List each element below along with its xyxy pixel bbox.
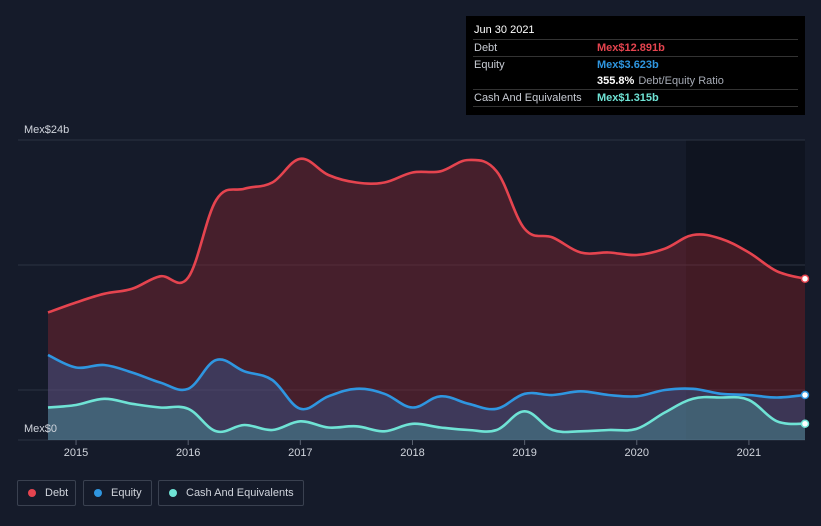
equity-legend-dot-icon xyxy=(94,488,102,497)
series-lines xyxy=(47,157,806,434)
x-tick-label-2020: 2020 xyxy=(625,447,649,459)
tooltip-equity-label: Equity xyxy=(474,59,505,71)
debt-legend-dot-icon xyxy=(28,488,36,497)
tooltip-debt-value: Mex$12.891b xyxy=(597,42,665,54)
x-tick-label-2015: 2015 xyxy=(64,447,88,459)
x-tick-label-2019: 2019 xyxy=(512,447,536,459)
equity-end-marker xyxy=(800,390,810,400)
series-areas xyxy=(48,158,805,441)
tooltip-date: Jun 30 2021 xyxy=(473,22,798,40)
cash-end-marker xyxy=(800,419,810,428)
legend-equity-label: Equity xyxy=(111,487,142,499)
legend-debt-label: Debt xyxy=(45,487,69,499)
debt-area xyxy=(48,158,805,441)
tooltip-ratio-label: Debt/Equity Ratio xyxy=(638,75,724,87)
tooltip-ratio-value: 355.8% xyxy=(597,75,635,87)
tooltip-equity-value: Mex$3.623b xyxy=(597,59,659,71)
legend-item-cash[interactable]: Cash And Equivalents xyxy=(158,480,304,506)
equity-line xyxy=(47,353,806,411)
legend-item-debt[interactable]: Debt xyxy=(17,480,76,506)
tooltip-cash-label: Cash And Equivalents xyxy=(474,92,582,104)
x-tick-label-2021: 2021 xyxy=(737,447,761,459)
debt-end-marker xyxy=(800,274,810,283)
tooltip-cash-row: Cash And Equivalents Mex$1.315b xyxy=(473,90,798,107)
tooltip-debt-label: Debt xyxy=(474,42,498,54)
legend-cash-label: Cash And Equivalents xyxy=(186,487,294,499)
cash-legend-dot-icon xyxy=(169,488,177,497)
tooltip-debt-row: Debt Mex$12.891b xyxy=(473,40,798,57)
y-axis-max-label: Mex$24b xyxy=(24,124,69,136)
x-tick-label-2018: 2018 xyxy=(400,447,424,459)
equity-area xyxy=(48,355,805,440)
legend-item-equity[interactable]: Equity xyxy=(83,480,152,506)
tooltip-ratio-row: 355.8% Debt/Equity Ratio xyxy=(473,73,798,90)
tooltip-cash-value: Mex$1.315b xyxy=(597,92,659,104)
x-axis-ticks: 2015 2016 2017 2018 2019 2020 2021 xyxy=(64,440,761,459)
cash-line xyxy=(47,395,806,434)
series-end-markers xyxy=(800,274,810,428)
x-tick-label-2017: 2017 xyxy=(288,447,312,459)
debt-line xyxy=(47,157,806,314)
tooltip-equity-row: Equity Mex$3.623b xyxy=(473,57,798,73)
gridlines xyxy=(18,139,805,441)
y-axis-min-label: Mex$0 xyxy=(24,423,57,435)
x-tick-label-2016: 2016 xyxy=(176,447,200,459)
hover-tooltip: Jun 30 2021 Debt Mex$12.891b Equity Mex$… xyxy=(466,16,805,115)
cash-area xyxy=(48,397,805,440)
